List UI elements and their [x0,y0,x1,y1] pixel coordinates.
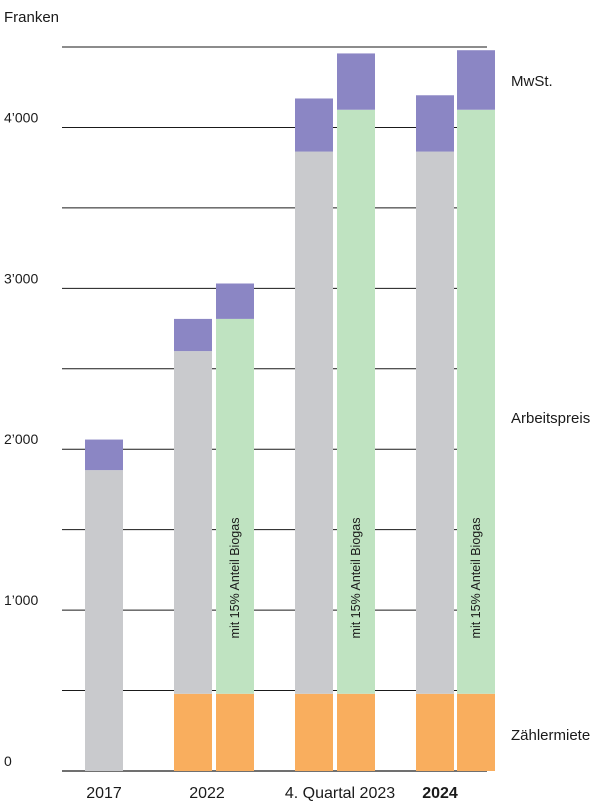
legend-label-zaehlermiete: Zählermiete [511,727,590,744]
bar-segment-arbeitspreis [295,151,333,694]
legend-label-arbeitspreis: Arbeitspreis [511,410,590,427]
y-tick-label: 0 [4,753,12,769]
bars [85,50,495,771]
bar-segment-mwst [416,95,454,152]
bar-segment-mwst [295,98,333,152]
bar-segment-arbeitspreis [416,151,454,694]
y-tick-label: 2’000 [4,431,38,447]
bar-segment-arbeitspreis [337,109,375,694]
bar-segment-mwst [337,53,375,110]
bar-segment-arbeitspreis [216,318,254,694]
y-tick-label: 4’000 [4,109,38,125]
legend-label-mwst: MwSt. [511,73,553,90]
bar-segment-zaehlermiete [416,693,454,771]
y-tick-label: 1’000 [4,592,38,608]
bar-segment-mwst [457,50,495,110]
bar-segment-zaehlermiete [337,693,375,771]
bar-segment-mwst [174,318,212,352]
bar-segment-zaehlermiete [457,693,495,771]
biogas-bar-note: mit 15% Anteil Biogas [349,518,363,639]
biogas-bar-note: mit 15% Anteil Biogas [228,518,242,639]
bar-segment-zaehlermiete [174,693,212,771]
labels: 0 1’000 2’000 3’000 4’000 mit 15% Anteil Biog… [4,73,590,802]
x-category-label: 4. Quartal 2023 [285,785,395,802]
gridlines [62,46,487,772]
bar-segment-zaehlermiete [295,693,333,771]
x-category-label: 2024 [422,785,458,802]
bar-segment-arbeitspreis [457,109,495,694]
y-tick-label: 3’000 [4,270,38,286]
x-category-label: 2017 [86,785,122,802]
bar-segment-arbeitspreis [174,351,212,694]
bar-segment-arbeitspreis [85,470,123,771]
x-category-label: 2022 [189,785,225,802]
biogas-bar-note: mit 15% Anteil Biogas [469,518,483,639]
bar-segment-mwst [216,283,254,319]
bar-segment-zaehlermiete [216,693,254,771]
y-unit-label: Franken [4,9,59,26]
bar-segment-mwst [85,439,123,471]
